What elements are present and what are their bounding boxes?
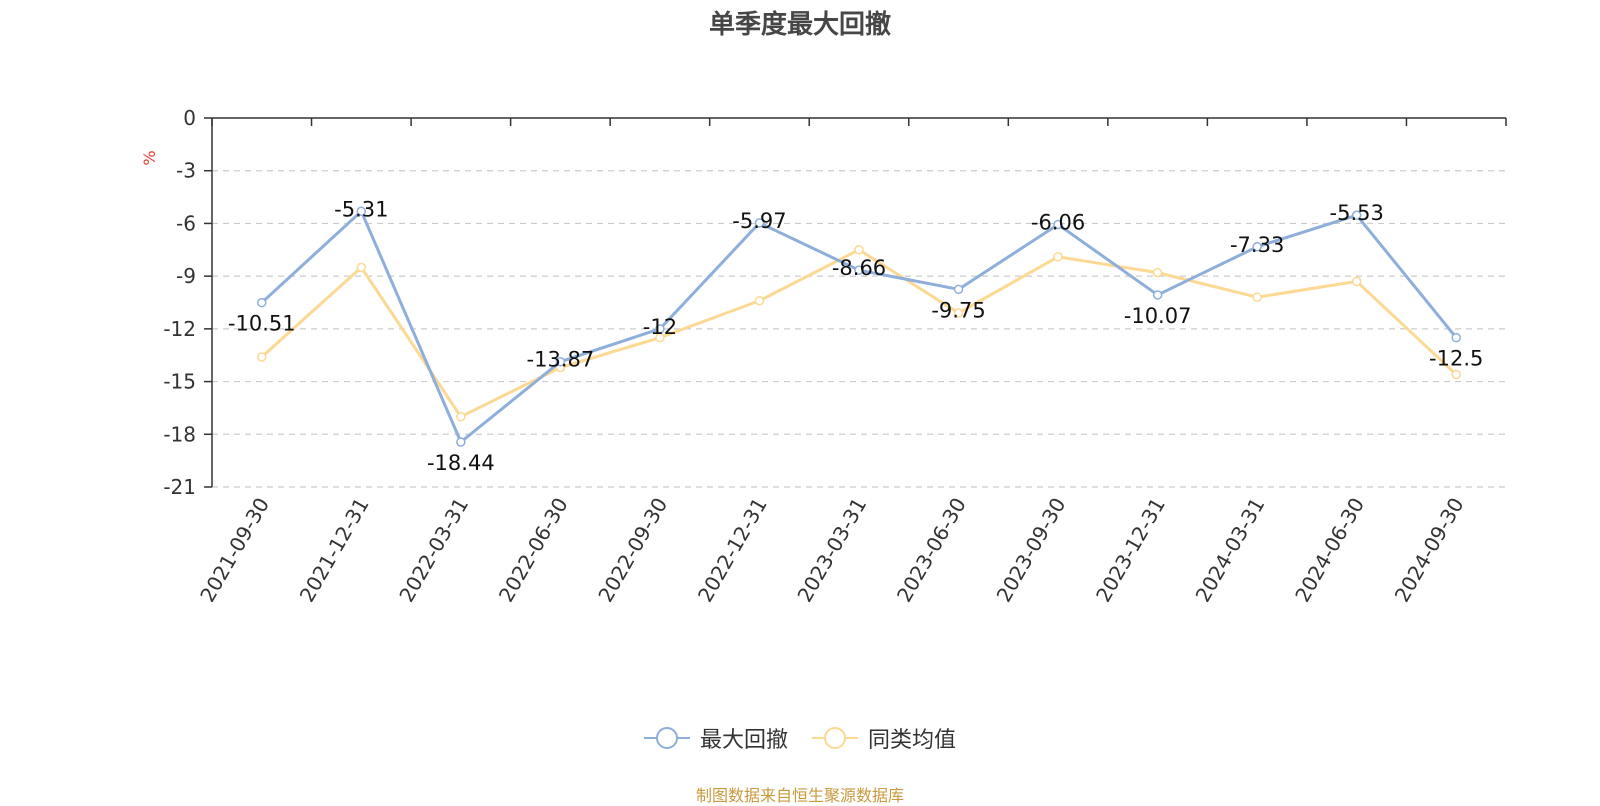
- data-point-0: [257, 297, 267, 308]
- legend: 最大回撤 同类均值: [0, 722, 1600, 754]
- legend-item-0[interactable]: 最大回撤: [643, 722, 788, 754]
- x-tick-label: 2023-06-30: [892, 494, 971, 607]
- legend-label: 同类均值: [868, 728, 957, 753]
- data-point-0: [1351, 210, 1362, 220]
- data-point-0: [1152, 290, 1163, 300]
- data-label: -6.06: [1031, 210, 1085, 234]
- legend-swatch-icon: [643, 727, 690, 749]
- data-label: -10.51: [228, 312, 296, 336]
- data-point-1: [356, 262, 367, 273]
- x-tick-label: 2023-09-30: [992, 494, 1071, 607]
- data-point-0: [356, 206, 367, 217]
- data-point-1: [754, 295, 765, 306]
- data-point-0: [1451, 332, 1461, 343]
- y-tick-label: -15: [163, 370, 196, 394]
- y-tick-label: -21: [163, 475, 196, 499]
- x-tick-label: 2022-06-30: [494, 494, 573, 607]
- data-point-1: [953, 308, 964, 318]
- data-label: -18.44: [427, 451, 495, 475]
- data-point-1: [655, 332, 665, 343]
- chart-title: 单季度最大回撤: [708, 10, 891, 40]
- x-tick-label: 2023-12-31: [1091, 494, 1170, 607]
- data-label: -5.31: [334, 197, 388, 221]
- legend-item-1[interactable]: 同类均值: [812, 722, 956, 754]
- data-label: -8.66: [832, 256, 886, 280]
- legend-label: 最大回撤: [699, 728, 788, 753]
- data-point-0: [1252, 242, 1262, 252]
- data-point-1: [854, 245, 864, 255]
- data-point-1: [1451, 369, 1461, 380]
- data-label: -13.87: [527, 348, 595, 372]
- data-point-1: [1152, 267, 1163, 278]
- y-tick-label: 0: [183, 106, 196, 130]
- x-tick-label: 2023-03-31: [792, 494, 871, 607]
- x-tick-label: 2022-09-30: [593, 494, 672, 607]
- legend-swatch-icon: [812, 727, 858, 749]
- x-tick-label: 2022-12-31: [693, 494, 772, 607]
- x-tick-label: 2021-12-31: [295, 494, 374, 607]
- data-point-0: [555, 356, 566, 367]
- data-point-1: [257, 352, 267, 362]
- y-tick-label: -3: [176, 159, 196, 183]
- x-tick-label: 2024-03-31: [1191, 494, 1270, 607]
- data-point-0: [655, 324, 665, 334]
- y-axis-unit: %: [140, 150, 159, 165]
- data-point-0: [953, 284, 964, 295]
- x-tick-label: 2021-09-30: [195, 494, 274, 607]
- data-label: -5.97: [732, 209, 786, 233]
- y-tick-label: -6: [176, 211, 196, 235]
- data-label: -12.5: [1429, 347, 1483, 371]
- data-point-0: [754, 218, 765, 228]
- data-label: -9.75: [931, 298, 985, 322]
- data-point-0: [1053, 219, 1063, 230]
- y-tick-label: -12: [163, 317, 196, 341]
- x-tick-label: 2024-09-30: [1390, 494, 1469, 607]
- data-point-1: [456, 411, 466, 422]
- data-label: -5.53: [1330, 201, 1384, 225]
- y-tick-label: -9: [176, 264, 196, 288]
- data-label: -7.33: [1230, 233, 1284, 257]
- source-note: 制图数据来自恒生聚源数据库: [695, 786, 904, 805]
- data-point-1: [1252, 292, 1262, 302]
- y-tick-label: -18: [163, 422, 196, 446]
- data-label: -12: [643, 315, 677, 339]
- data-point-0: [456, 437, 466, 447]
- data-point-1: [1351, 276, 1362, 287]
- data-label: -10.07: [1124, 304, 1192, 328]
- data-point-0: [854, 265, 864, 275]
- data-point-1: [1053, 252, 1063, 262]
- x-tick-label: 2022-03-31: [394, 494, 473, 607]
- x-tick-label: 2024-06-30: [1290, 494, 1369, 607]
